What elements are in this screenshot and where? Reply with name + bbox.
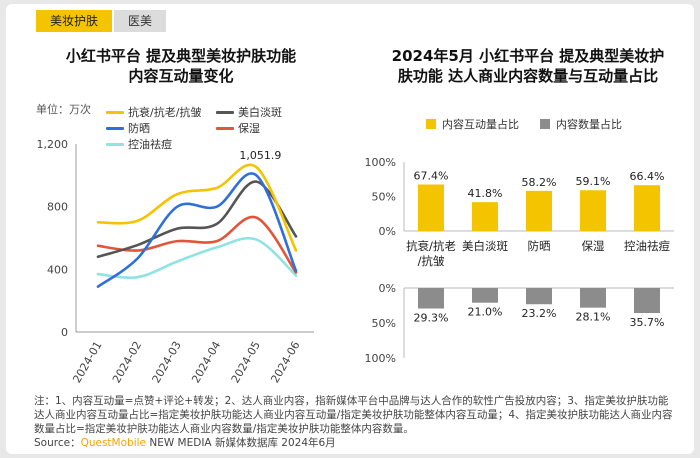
count-share-bar [526, 288, 552, 305]
source-rest: NEW MEDIA 新媒体数据库 2024年6月 [146, 437, 336, 449]
legend-interaction-share: 内容互动量占比 [426, 116, 519, 132]
category-label: 控油祛痘 [624, 239, 670, 253]
tab-beauty-skincare[interactable]: 美妆护肤 [36, 10, 113, 32]
interaction-share-label: 66.4% [630, 170, 665, 183]
count-share-label: 29.3% [414, 312, 449, 325]
interaction-share-bar [472, 202, 498, 231]
legend-label: 抗衰/抗老/抗皱 [128, 106, 202, 119]
legend-swatch [106, 142, 124, 146]
category-label: 抗衰/抗老 [406, 239, 456, 253]
source-line: Source：QuestMobile NEW MEDIA 新媒体数据库 2024… [34, 435, 336, 450]
interaction-share-bar [580, 190, 606, 231]
lower-y-tick-label: 0% [379, 282, 396, 295]
upper-y-tick-label: 50% [372, 191, 396, 204]
bar-chart: 100% 50% 0% 0% 50% 100% 67.4% 29.3% 抗衰/抗老/抗皱 41.8… [365, 156, 674, 365]
y-tick-label: 800 [47, 201, 68, 214]
count-share-label: 35.7% [630, 316, 665, 329]
y-tick-label: 400 [47, 263, 68, 276]
report-card: 美妆护肤 医美 小红书平台 提及典型美妆护肤功能 内容互动量变化 2024年5月 … [6, 4, 694, 454]
legend-swatch [106, 126, 124, 130]
interaction-share-bar [418, 184, 444, 231]
legend-count-share: 内容数量占比 [540, 116, 622, 132]
count-share-bar [418, 288, 444, 309]
interaction-share-label: 41.8% [468, 187, 503, 200]
legend-label: 控油祛痘 [128, 138, 172, 151]
legend-label: 内容互动量占比 [442, 118, 519, 131]
count-share-bar [634, 288, 660, 313]
legend-swatch [216, 110, 234, 114]
title-line: 小红书平台 提及典型美妆护肤功能 [65, 47, 297, 65]
unit-label: 单位：万次 [36, 103, 91, 116]
right-chart-title: 2024年5月 小红书平台 提及典型美妆护 肤功能 达人商业内容数量与互动量占比 [378, 46, 678, 86]
series-line-3 [96, 215, 298, 274]
legend-label: 保湿 [238, 122, 260, 135]
interaction-share-label: 59.1% [576, 175, 611, 188]
upper-y-tick-label: 100% [365, 156, 396, 169]
legend-moisturizing: 保湿 [216, 120, 260, 136]
series-line-2 [96, 172, 298, 288]
legend-sunscreen: 防晒 [106, 120, 150, 136]
title-line: 肤功能 达人商业内容数量与互动量占比 [397, 67, 659, 85]
count-share-label: 28.1% [576, 311, 611, 324]
count-share-label: 23.2% [522, 307, 557, 320]
legend-swatch [540, 119, 550, 129]
source-prefix: Source： [34, 437, 81, 449]
peak-data-label: 1,051.9 [239, 149, 281, 162]
source-brand: QuestMobile [80, 437, 146, 449]
category-label: /抗皱 [418, 254, 445, 268]
count-share-label: 21.0% [468, 306, 503, 319]
left-chart-title: 小红书平台 提及典型美妆护肤功能 内容互动量变化 [46, 46, 316, 86]
interaction-share-bar [634, 185, 660, 231]
y-tick-label: 0 [61, 326, 68, 339]
count-share-bar [472, 288, 498, 303]
category-label: 美白淡斑 [462, 239, 508, 253]
legend-swatch [216, 126, 234, 130]
lower-y-tick-label: 50% [372, 317, 396, 330]
interaction-share-bar [526, 190, 552, 231]
footnote: 注：1、内容互动量=点赞+评论+转发；2、达人商业内容，指新媒体平台中品牌与达人… [34, 395, 673, 435]
title-line: 内容互动量变化 [128, 67, 234, 85]
upper-y-tick-label: 0% [379, 225, 396, 238]
interaction-share-label: 58.2% [522, 176, 557, 189]
legend-whitening: 美白淡斑 [216, 104, 282, 120]
lower-y-tick-label: 100% [365, 352, 396, 365]
legend-oil-control: 控油祛痘 [106, 136, 172, 152]
legend-label: 防晒 [128, 122, 150, 135]
category-label: 防晒 [528, 239, 551, 253]
legend-swatch [106, 110, 124, 114]
title-line: 2024年5月 小红书平台 提及典型美妆护 [391, 47, 665, 65]
series-line-0 [96, 163, 298, 252]
tab-medical-beauty[interactable]: 医美 [114, 10, 167, 32]
interaction-share-label: 67.4% [414, 169, 449, 182]
count-share-bar [580, 288, 606, 308]
legend-anti-aging: 抗衰/抗老/抗皱 [106, 104, 201, 120]
legend-swatch [426, 119, 436, 129]
category-label: 保湿 [582, 239, 605, 253]
legend-label: 内容数量占比 [556, 118, 622, 131]
y-tick-label: 1,200 [37, 138, 69, 151]
legend-label: 美白淡斑 [238, 106, 282, 119]
series-line-4 [96, 236, 298, 279]
category-tabs: 美妆护肤 医美 [36, 10, 168, 32]
